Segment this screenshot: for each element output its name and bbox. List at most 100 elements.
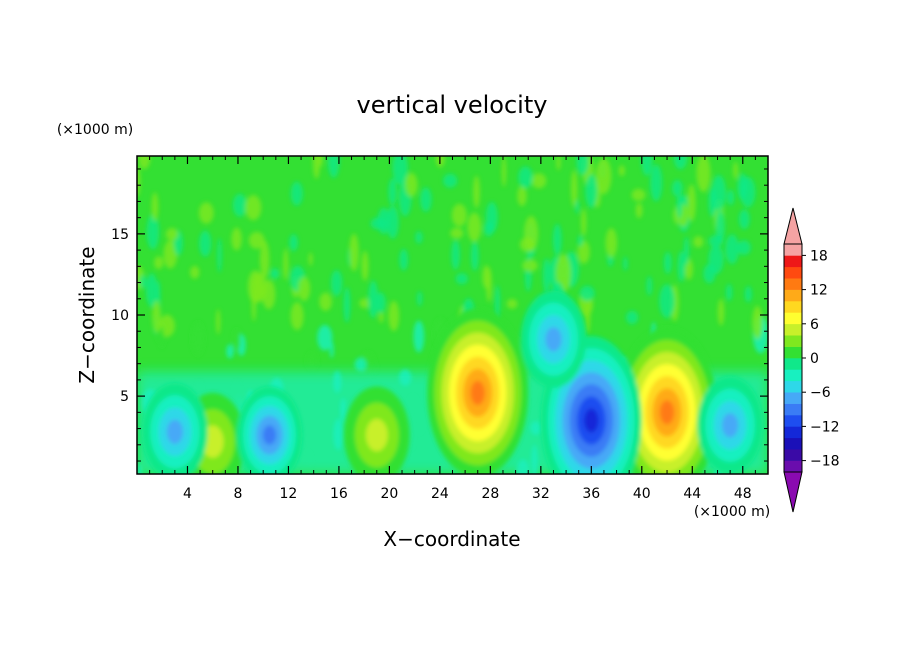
x-tick-label: 4 — [183, 486, 192, 502]
x-tick-label: 32 — [532, 486, 550, 502]
texture-cell — [443, 173, 458, 188]
texture-cell — [283, 248, 289, 281]
texture-cell — [354, 357, 367, 372]
texture-cell — [226, 344, 234, 359]
colorbar-tick-label: 0 — [810, 351, 819, 367]
texture-cell — [413, 320, 425, 353]
texture-cell — [231, 227, 242, 251]
texture-cell — [693, 236, 704, 248]
colorbar-swatch — [784, 244, 802, 256]
texture-cell — [473, 175, 480, 209]
colorbar-swatch — [784, 358, 802, 370]
feature-contour — [470, 380, 485, 405]
colorbar-swatch — [784, 335, 802, 347]
feature-contour — [262, 425, 277, 445]
texture-cell — [683, 236, 690, 266]
texture-cell — [522, 259, 538, 272]
texture-cell — [517, 185, 527, 207]
texture-cell — [646, 276, 653, 296]
texture-cell — [494, 285, 500, 321]
texture-cell — [377, 207, 390, 235]
texture-cell — [486, 267, 492, 303]
texture-cell — [626, 310, 639, 325]
texture-cell — [663, 252, 672, 274]
colorbar: 18 12 6 0 −6 −12 −18 — [783, 207, 840, 513]
x-tick-label: 48 — [734, 486, 752, 502]
texture-cell — [245, 195, 262, 221]
texture-cell — [298, 276, 311, 301]
texture-cell — [420, 187, 432, 212]
texture-cell — [725, 234, 739, 264]
texture-cell — [330, 270, 343, 297]
colorbar-swatch — [784, 415, 802, 427]
texture-cell — [289, 234, 298, 251]
texture-cell — [725, 284, 733, 301]
chart-title: vertical velocity — [357, 91, 548, 119]
feature-cell — [142, 383, 208, 474]
texture-cell — [405, 172, 418, 197]
texture-cell — [485, 201, 498, 233]
texture-cell — [641, 156, 653, 176]
colorbar-swatch — [784, 460, 802, 473]
texture-cell — [455, 273, 468, 285]
x-tick-label: 12 — [280, 486, 298, 502]
texture-cell — [673, 156, 688, 170]
texture-cell — [259, 240, 270, 279]
texture-cell — [368, 280, 379, 318]
colorbar-swatch — [784, 266, 802, 279]
colorbar-swatch — [784, 403, 802, 416]
texture-cell — [199, 230, 212, 257]
texture-cell — [726, 189, 735, 206]
texture-cell — [319, 292, 332, 311]
texture-cell — [415, 231, 423, 244]
texture-cell — [717, 298, 725, 326]
texture-cell — [676, 194, 683, 218]
texture-cell — [577, 235, 583, 247]
x-tick-label: 40 — [633, 486, 651, 502]
y-axis: 5 10 15 — [111, 168, 768, 462]
texture-cell — [392, 156, 408, 185]
texture-cell — [605, 228, 618, 258]
texture-cell — [623, 256, 628, 271]
texture-cell — [672, 180, 683, 197]
colorbar-tick-label: 12 — [810, 283, 828, 299]
texture-cell — [556, 156, 561, 171]
texture-cell — [635, 202, 643, 219]
texture-cell — [137, 166, 141, 197]
texture-cell — [738, 209, 750, 230]
texture-cell — [329, 341, 334, 358]
texture-cell — [290, 181, 303, 206]
texture-cell — [451, 240, 460, 270]
colorbar-swatch — [784, 323, 802, 336]
y-axis-unit: (×1000 m) — [57, 122, 133, 138]
texture-cell — [579, 285, 595, 301]
texture-cell — [217, 237, 222, 273]
x-axis-label: X−coordinate — [383, 527, 520, 551]
texture-cell — [386, 205, 399, 239]
texture-cell — [216, 309, 221, 335]
texture-cell — [552, 223, 562, 256]
texture-cell — [715, 209, 725, 244]
texture-cell — [139, 274, 147, 289]
texture-cell — [349, 233, 359, 272]
colorbar-under-arrow — [783, 471, 803, 513]
colorbar-tick-label: −18 — [810, 454, 840, 470]
feature-cell — [616, 327, 718, 474]
colorbar-swatch — [784, 437, 802, 450]
texture-cell — [317, 324, 333, 351]
texture-cell — [307, 352, 318, 370]
texture-cell — [360, 352, 376, 377]
texture-cell — [506, 298, 518, 309]
texture-cell — [308, 252, 313, 266]
texture-cell — [417, 291, 423, 306]
texture-cell — [618, 165, 625, 177]
texture-cell — [450, 227, 464, 239]
x-tick-label: 16 — [330, 486, 348, 502]
feature-contour — [166, 419, 184, 444]
texture-cell — [542, 258, 551, 294]
texture-cell — [733, 161, 739, 180]
texture-cell — [248, 231, 265, 249]
feature-cell — [520, 290, 587, 388]
texture-cell — [631, 188, 646, 201]
texture-cell — [190, 265, 200, 279]
